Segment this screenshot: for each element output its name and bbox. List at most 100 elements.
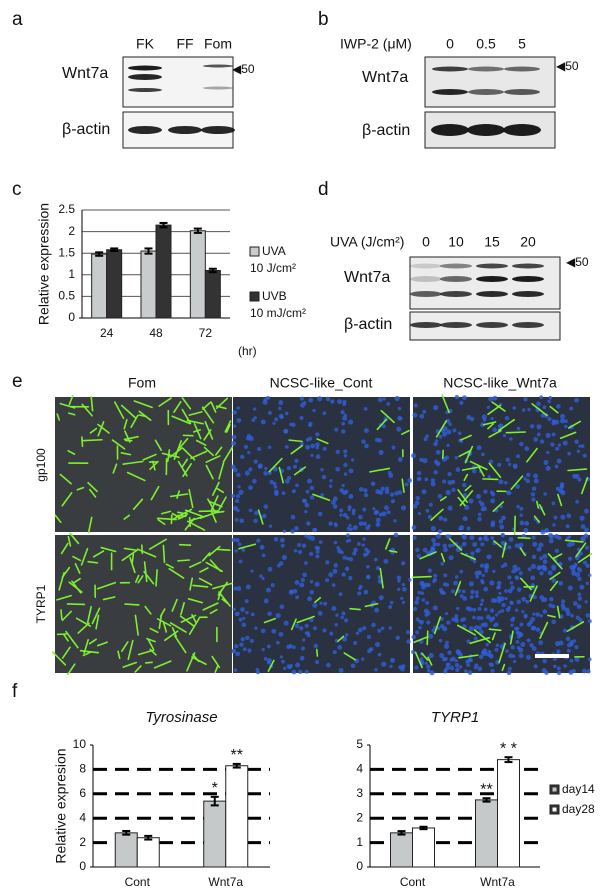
cell <box>56 413 61 421</box>
error-bar <box>419 825 428 831</box>
nucleus <box>442 543 447 548</box>
nucleus <box>584 508 589 514</box>
cell <box>67 450 76 455</box>
cell <box>458 449 472 458</box>
nucleus <box>347 538 352 543</box>
bar <box>91 253 108 319</box>
blot-band <box>476 291 508 297</box>
nucleus <box>351 508 356 513</box>
error-bar <box>232 762 241 769</box>
nucleus <box>346 556 350 561</box>
nucleus <box>554 464 559 469</box>
nucleus <box>516 426 521 431</box>
nucleus <box>505 490 511 495</box>
legend-label: UVB <box>262 289 287 303</box>
cell <box>72 555 82 562</box>
nucleus <box>259 574 263 578</box>
nucleus <box>564 419 568 424</box>
nucleus <box>280 543 285 548</box>
cell <box>441 394 451 414</box>
panel-label: a <box>12 9 23 30</box>
y-tick-label: 2 <box>68 224 75 238</box>
nucleus <box>482 648 488 653</box>
nucleus <box>417 477 422 482</box>
cell <box>577 552 593 564</box>
nucleus <box>321 474 327 480</box>
nucleus <box>273 537 279 542</box>
cell <box>509 630 514 645</box>
nucleus <box>516 454 521 459</box>
nucleus <box>429 670 435 676</box>
chart-title: TYRP1 <box>431 709 479 726</box>
nucleus <box>480 422 485 428</box>
nucleus <box>579 551 584 556</box>
nucleus <box>419 619 425 625</box>
nucleus <box>425 600 430 605</box>
nucleus <box>443 547 448 553</box>
nucleus <box>454 614 459 618</box>
row-label: Wnt7a <box>344 269 390 286</box>
nucleus <box>236 417 242 423</box>
nucleus <box>504 589 508 593</box>
nucleus <box>288 589 294 595</box>
nucleus <box>477 512 482 517</box>
nucleus <box>248 508 253 513</box>
nucleus <box>237 485 241 489</box>
nucleus <box>401 582 406 587</box>
nucleus <box>396 426 402 432</box>
cell <box>157 518 166 526</box>
nucleus <box>419 457 424 462</box>
nucleus <box>256 538 261 543</box>
cell <box>171 598 178 612</box>
nucleus <box>500 564 505 568</box>
nucleus <box>519 622 524 627</box>
nucleus <box>430 525 437 532</box>
nucleus <box>476 547 481 553</box>
blot-band <box>512 291 544 297</box>
nucleus <box>518 542 524 548</box>
nucleus <box>425 508 430 513</box>
nucleus <box>297 543 302 548</box>
cell <box>123 514 131 520</box>
cell <box>80 547 89 566</box>
nucleus <box>508 653 514 659</box>
cell <box>134 574 140 583</box>
nucleus <box>264 466 268 471</box>
nucleus <box>551 432 556 437</box>
nucleus <box>312 626 318 631</box>
nucleus <box>231 465 235 470</box>
nucleus <box>477 666 483 672</box>
cell <box>457 496 466 507</box>
nucleus <box>423 437 428 442</box>
nucleus <box>455 667 460 673</box>
nucleus <box>510 645 515 650</box>
nucleus <box>542 405 547 410</box>
significance: * <box>212 780 218 797</box>
legend-swatch-inner <box>552 807 557 812</box>
cell <box>54 514 62 524</box>
nucleus <box>252 407 257 411</box>
nucleus <box>341 611 346 616</box>
nucleus <box>551 501 556 506</box>
cell <box>215 487 225 494</box>
nucleus <box>239 518 245 524</box>
nucleus <box>299 655 305 661</box>
cell <box>71 580 82 594</box>
nucleus <box>351 511 356 516</box>
nucleus <box>325 396 331 402</box>
cell <box>148 538 167 550</box>
cell <box>469 460 488 471</box>
nucleus <box>451 656 456 661</box>
nucleus <box>468 498 474 504</box>
cell <box>218 591 231 607</box>
nucleus <box>329 478 333 483</box>
nucleus <box>249 638 254 643</box>
cell <box>67 663 76 676</box>
nucleus <box>318 540 323 544</box>
nucleus <box>422 409 427 414</box>
nucleus <box>514 543 520 549</box>
nucleus <box>498 519 504 524</box>
nucleus <box>476 493 481 499</box>
nucleus <box>273 485 278 489</box>
nucleus <box>539 439 545 444</box>
